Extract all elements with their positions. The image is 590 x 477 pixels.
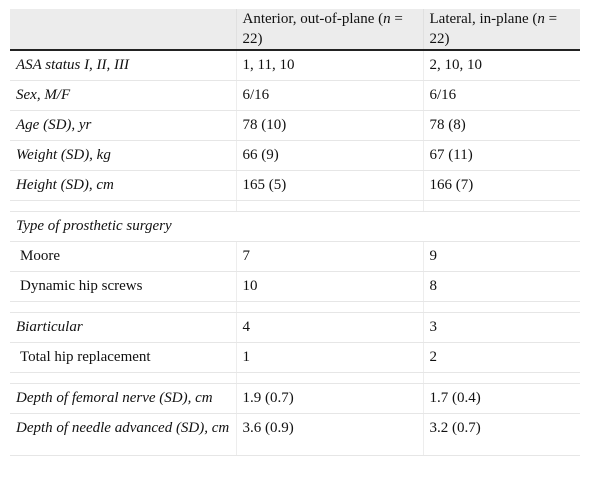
row-label: Dynamic hip screws: [10, 271, 236, 302]
table-row: Total hip replacement 1 2: [10, 342, 580, 373]
header-row: Anterior, out-of-plane (n = 22) Lateral,…: [10, 9, 580, 51]
row-value-lateral: 78 (8): [422, 110, 580, 141]
spacer-cell: [235, 372, 423, 384]
table-container: Anterior, out-of-plane (n = 22) Lateral,…: [10, 9, 580, 456]
header-col3-rest: = 22): [429, 11, 558, 47]
spacer-row: [10, 301, 580, 313]
table-row: Type of prosthetic surgery: [10, 211, 580, 242]
row-value-anterior: 1: [235, 342, 423, 373]
table-row: Depth of femoral nerve (SD), cm 1.9 (0.7…: [10, 383, 580, 414]
patient-characteristics-table: Anterior, out-of-plane (n = 22) Lateral,…: [10, 9, 580, 456]
row-label: Moore: [10, 241, 236, 272]
row-label: Depth of femoral nerve (SD), cm: [10, 383, 236, 414]
row-label: Total hip replacement: [10, 342, 236, 373]
row-value-lateral: 8: [422, 271, 580, 302]
row-value-anterior: 4: [235, 312, 423, 343]
table-row: Biarticular 4 3: [10, 312, 580, 343]
table-row: Moore 7 9: [10, 241, 580, 272]
row-label: Biarticular: [10, 312, 236, 343]
spacer-cell: [235, 200, 423, 212]
row-value-lateral: 166 (7): [422, 170, 580, 201]
row-label: Height (SD), cm: [10, 170, 236, 201]
row-value-anterior: 78 (10): [235, 110, 423, 141]
row-label: ASA status I, II, III: [10, 50, 236, 81]
spacer-cell: [10, 200, 236, 212]
table-row: ASA status I, II, III 1, 11, 10 2, 10, 1…: [10, 50, 580, 81]
spacer-row: [10, 200, 580, 212]
spacer-cell: [10, 301, 236, 313]
row-value-anterior: 7: [235, 241, 423, 272]
spacer-cell: [10, 372, 236, 384]
row-label: Age (SD), yr: [10, 110, 236, 141]
row-value-lateral: 2, 10, 10: [422, 50, 580, 81]
table-row: Height (SD), cm 165 (5) 166 (7): [10, 170, 580, 201]
row-value-anterior: 1.9 (0.7): [235, 383, 423, 414]
row-value-anterior: 3.6 (0.9): [235, 413, 423, 456]
row-value-anterior: 165 (5): [235, 170, 423, 201]
header-col2-rest: = 22): [242, 11, 403, 47]
header-col3-text: Lateral, in-plane (: [429, 11, 538, 27]
row-value-anterior: 10: [235, 271, 423, 302]
header-empty-cell: [10, 9, 236, 51]
row-value-lateral: 9: [422, 241, 580, 272]
header-lateral-in-plane: Lateral, in-plane (n = 22): [422, 9, 580, 51]
row-label: Depth of needle advanced (SD), cm: [10, 413, 236, 456]
section-heading: Type of prosthetic surgery: [10, 211, 580, 242]
row-value-lateral: 3: [422, 312, 580, 343]
table-row: Age (SD), yr 78 (10) 78 (8): [10, 110, 580, 141]
row-value-lateral: 1.7 (0.4): [422, 383, 580, 414]
row-label: Weight (SD), kg: [10, 140, 236, 171]
table-row: Dynamic hip screws 10 8: [10, 271, 580, 302]
row-value-anterior: 1, 11, 10: [235, 50, 423, 81]
row-value-lateral: 67 (11): [422, 140, 580, 171]
spacer-row: [10, 372, 580, 384]
header-col3-n: n: [537, 11, 545, 27]
spacer-cell: [235, 301, 423, 313]
table-row: Sex, M/F 6/16 6/16: [10, 80, 580, 111]
row-label: Sex, M/F: [10, 80, 236, 111]
spacer-cell: [422, 301, 580, 313]
spacer-cell: [422, 200, 580, 212]
row-value-lateral: 6/16: [422, 80, 580, 111]
row-value-anterior: 66 (9): [235, 140, 423, 171]
table-row: Weight (SD), kg 66 (9) 67 (11): [10, 140, 580, 171]
header-col2-n: n: [383, 11, 391, 27]
header-col2-text: Anterior, out-of-plane (: [242, 11, 384, 27]
spacer-cell: [422, 372, 580, 384]
table-row: Depth of needle advanced (SD), cm 3.6 (0…: [10, 413, 580, 456]
row-value-lateral: 2: [422, 342, 580, 373]
row-value-anterior: 6/16: [235, 80, 423, 111]
row-value-lateral: 3.2 (0.7): [422, 413, 580, 456]
header-anterior-out-of-plane: Anterior, out-of-plane (n = 22): [235, 9, 423, 51]
